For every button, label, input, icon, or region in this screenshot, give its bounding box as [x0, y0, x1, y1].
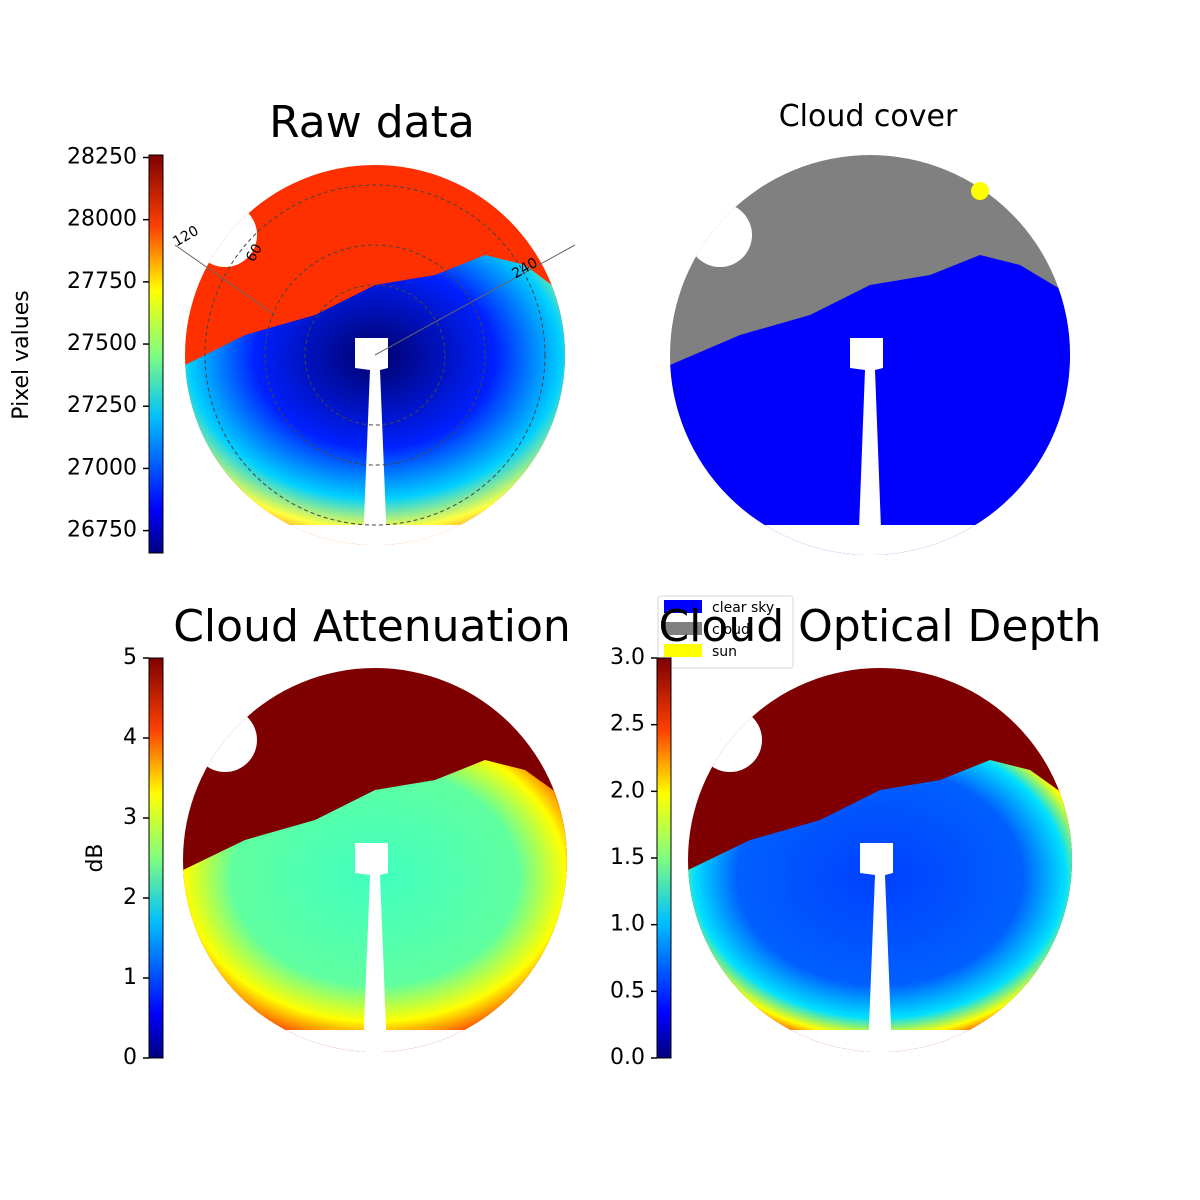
- colorbar-tick-label: 0.0: [610, 1045, 645, 1070]
- colorbar-tick-label: 27500: [67, 331, 137, 356]
- mast: [860, 843, 893, 1052]
- colorbar-tick-label: 2.5: [610, 712, 645, 737]
- sky-image: [183, 668, 567, 1052]
- colorbar-tick-label: 26750: [67, 518, 137, 543]
- polar-label: 60: [243, 241, 266, 264]
- panel-title: Cloud cover: [779, 99, 958, 134]
- legend-label: sun: [712, 644, 737, 660]
- colorbar-tick-label: 1: [123, 965, 137, 990]
- colorbar: [148, 154, 164, 554]
- polar-axis: [374, 244, 576, 356]
- polar-ring: [264, 244, 486, 466]
- panel-title: Cloud Optical Depth: [658, 601, 1101, 652]
- legend: clear sky cloud sun: [657, 595, 794, 669]
- colorbar-tick-label: 2.0: [610, 778, 645, 803]
- colorbar-tick-label: 1.5: [610, 845, 645, 870]
- colorbar-tick-label: 2: [123, 885, 137, 910]
- colorbar-tick-label: 4: [123, 725, 137, 750]
- colorbar-tick-label: 5: [123, 645, 137, 670]
- sky-image: [185, 165, 565, 545]
- sun-marker: [971, 182, 989, 200]
- colorbar-tick-label: 27250: [67, 393, 137, 418]
- panel-title: Raw data: [269, 97, 475, 148]
- sky-image: [688, 668, 1072, 1052]
- polar-label: 120: [170, 223, 201, 250]
- colorbar-label: Pixel values: [9, 290, 34, 419]
- colorbar-tick-label: 27750: [67, 269, 137, 294]
- mast: [355, 338, 388, 545]
- notch: [688, 203, 752, 267]
- colorbar-tick-label: 3: [123, 805, 137, 830]
- colorbar-tick-label: 28000: [67, 207, 137, 232]
- notch: [698, 708, 762, 772]
- colorbar-tick-label: 27000: [67, 455, 137, 480]
- colorbar: [656, 657, 672, 1059]
- colorbar-tick-label: 28250: [67, 144, 137, 169]
- legend-swatch: [664, 622, 702, 635]
- sky-image: [670, 155, 1070, 555]
- colorbar-tick-label: 0.5: [610, 978, 645, 1003]
- legend-label: cloud: [712, 622, 750, 638]
- mast: [850, 338, 883, 555]
- legend-swatch: [664, 600, 702, 613]
- polar-ring: [204, 184, 546, 526]
- colorbar-label: dB: [83, 843, 108, 872]
- panel-title: Cloud Attenuation: [173, 601, 571, 652]
- colorbar-tick-label: 3.0: [610, 645, 645, 670]
- colorbar-tick-label: 1.0: [610, 912, 645, 937]
- colorbar: [148, 657, 164, 1059]
- polar-ring: [304, 284, 446, 426]
- polar-axis: [174, 244, 276, 316]
- mast: [355, 843, 388, 1052]
- legend-swatch: [664, 644, 702, 657]
- notch: [193, 708, 257, 772]
- colorbar-tick-label: 0: [123, 1045, 137, 1070]
- legend-label: clear sky: [712, 600, 774, 616]
